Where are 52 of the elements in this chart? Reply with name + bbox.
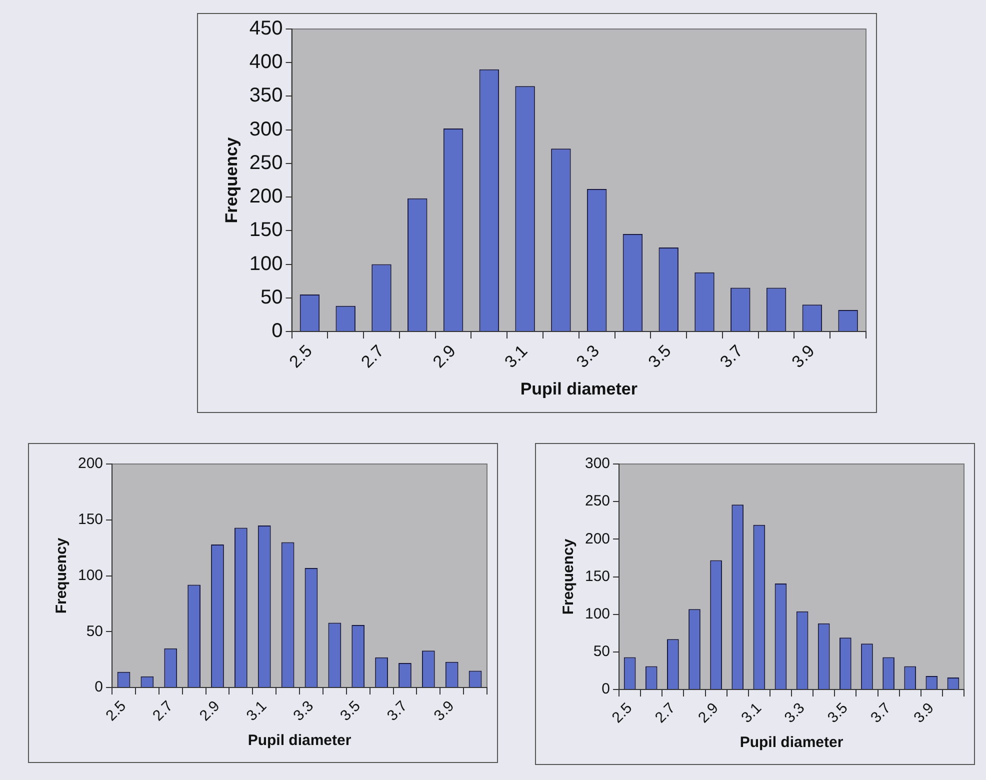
x-tick-label: 3.9: [788, 341, 818, 372]
y-tick-label: 200: [78, 455, 104, 472]
x-tick-label: 3.5: [824, 700, 852, 726]
x-tick-label: 3.1: [738, 700, 765, 726]
y-tick-label: 0: [94, 678, 104, 696]
y-axis-title: Frequency: [560, 538, 578, 615]
x-tick-label: 3.9: [910, 700, 938, 726]
x-tick-label: 2.9: [196, 698, 224, 724]
y-tick-label: 150: [584, 568, 610, 585]
y-tick-label: 300: [249, 118, 283, 140]
y-tick-label: 0: [272, 320, 283, 342]
x-tick-label: 3.7: [868, 700, 894, 726]
x-tick-label: 3.3: [781, 700, 808, 726]
y-tick-label: 400: [249, 51, 283, 74]
x-tick-label: 2.7: [652, 700, 679, 726]
y-tick-label: 50: [86, 622, 104, 640]
x-tick-label: 2.9: [695, 700, 722, 726]
x-tick-label: 3.1: [243, 698, 270, 724]
y-tick-label: 150: [78, 511, 104, 528]
x-axis-title: Pupil diameter: [248, 732, 352, 750]
y-axis-title: Frequency: [222, 136, 241, 224]
y-tick-label: 350: [249, 84, 283, 107]
x-tick-label: 2.5: [102, 698, 130, 724]
y-tick-label: 150: [249, 219, 283, 242]
y-tick-label: 50: [593, 643, 610, 660]
x-tick-label: 3.5: [644, 341, 675, 372]
y-tick-label: 100: [78, 566, 104, 584]
x-tick-label: 3.5: [337, 698, 364, 724]
y-tick-label: 100: [584, 605, 610, 622]
y-tick-label: 0: [602, 680, 610, 698]
x-tick-label: 3.9: [430, 698, 458, 724]
y-tick-label: 200: [584, 530, 610, 548]
y-axis-title: Frequency: [53, 537, 70, 614]
y-tick-label: 300: [584, 455, 610, 472]
x-tick-label: 2.5: [608, 700, 636, 726]
y-tick-label: 450: [249, 18, 283, 40]
x-tick-label: 2.9: [429, 341, 460, 372]
x-tick-label: 3.7: [384, 698, 411, 724]
y-tick-label: 100: [249, 252, 283, 275]
x-tick-label: 3.3: [290, 698, 317, 724]
x-tick-label: 3.3: [572, 341, 603, 372]
x-tick-label: 2.7: [357, 341, 388, 372]
y-tick-label: 200: [249, 186, 283, 208]
x-tick-label: 2.5: [286, 341, 316, 372]
y-tick-label: 50: [260, 286, 283, 308]
x-axis-title: Pupil diameter: [520, 379, 638, 398]
y-tick-label: 250: [249, 152, 283, 174]
x-tick-label: 3.1: [501, 341, 532, 372]
y-tick-label: 250: [584, 492, 610, 510]
x-axis-title: Pupil diameter: [740, 734, 844, 752]
x-tick-label: 3.7: [716, 341, 747, 372]
x-tick-label: 2.7: [150, 698, 176, 724]
